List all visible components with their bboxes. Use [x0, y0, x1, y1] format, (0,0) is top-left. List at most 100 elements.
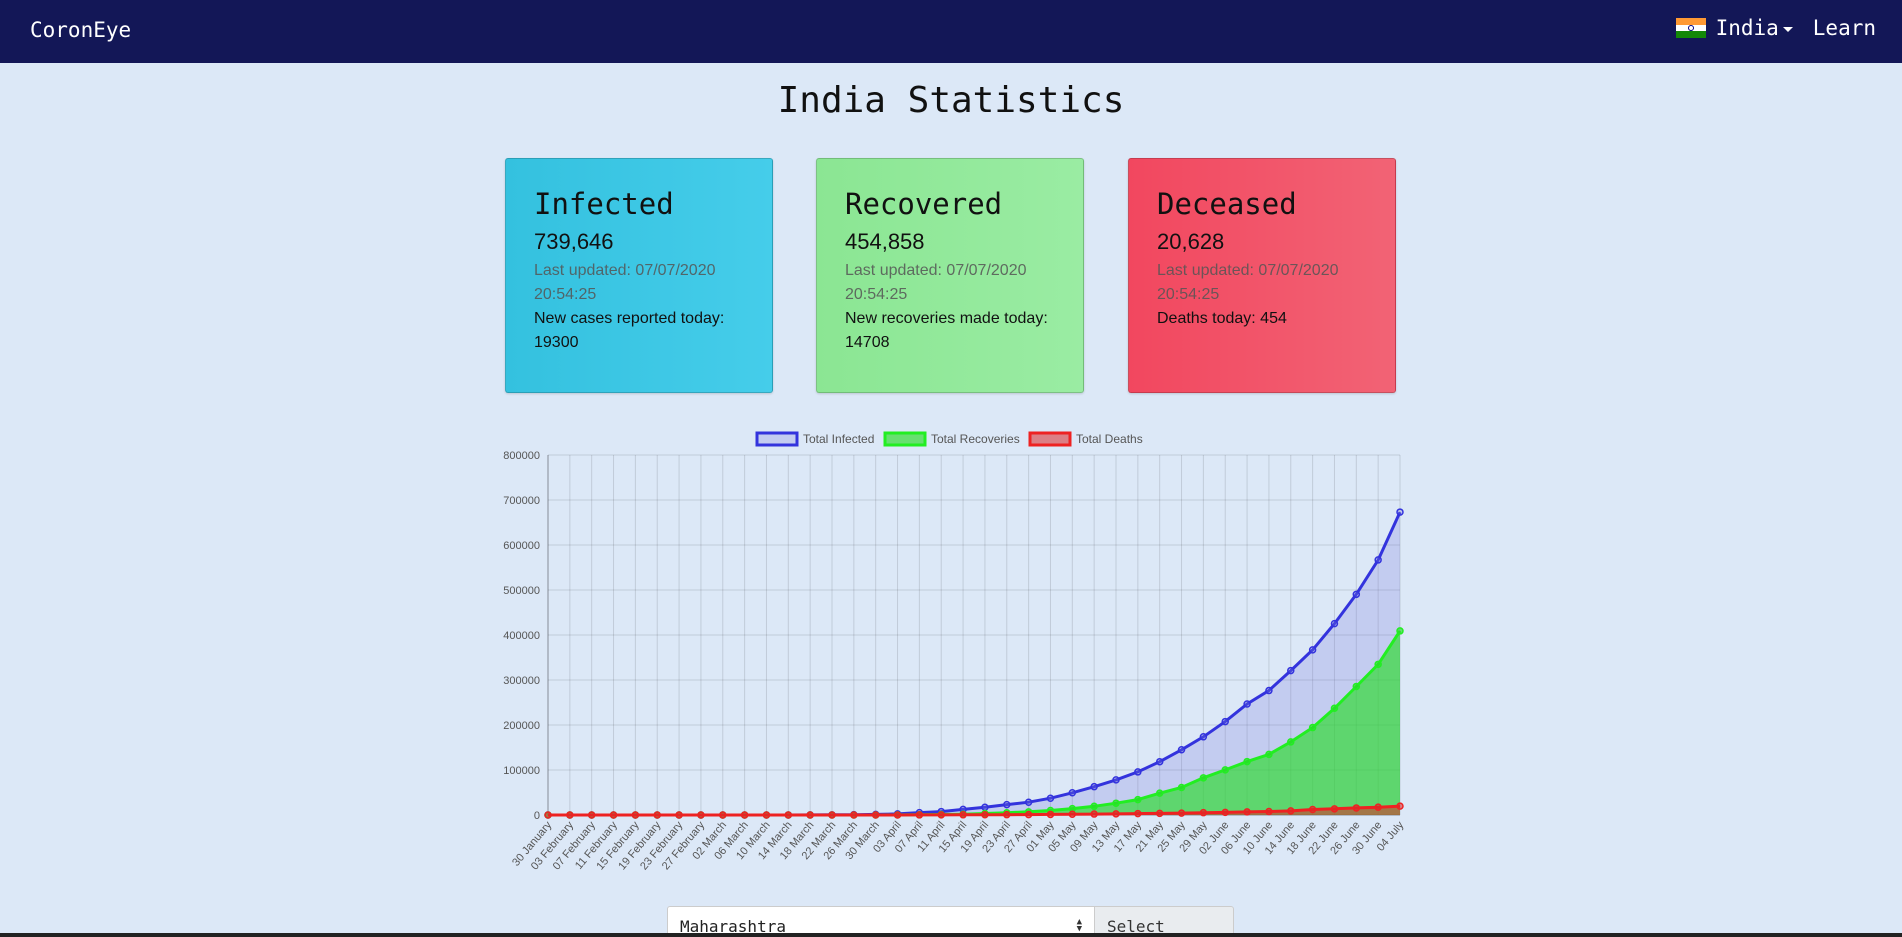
card-title: Recovered [845, 187, 1003, 221]
series-point [1308, 646, 1317, 654]
series-point [653, 811, 661, 819]
series-point [1177, 809, 1186, 817]
series-point [784, 811, 793, 819]
series-point [1199, 733, 1208, 741]
series-point [1155, 789, 1164, 797]
series-point [1090, 782, 1098, 791]
series-point [566, 811, 574, 819]
deceased-card: Deceased 20,628 Last updated: 07/07/2020… [1128, 158, 1396, 393]
series-point [631, 811, 640, 819]
india-flag-icon [1675, 18, 1706, 39]
series-point [981, 803, 989, 811]
series-point [893, 811, 902, 819]
card-count: 20,628 [1157, 229, 1225, 254]
series-point [1287, 738, 1295, 746]
series-point [1243, 757, 1251, 766]
card-count: 454,858 [845, 229, 925, 254]
bottom-bar [0, 933, 1902, 937]
series-point [1024, 810, 1033, 819]
covid-line-chart: 800000 700000 600000 500000 400000 300000 2000… [503, 431, 1407, 872]
series-point [1265, 750, 1273, 759]
series-point [1090, 802, 1098, 811]
state-select-value: Maharashtra [680, 917, 786, 936]
series-point [609, 811, 618, 819]
series-point [1155, 809, 1164, 818]
series-point [1352, 804, 1361, 812]
series-area-1 [548, 630, 1400, 815]
series-point [1112, 776, 1120, 784]
series-point [1287, 666, 1295, 675]
series-point [1177, 783, 1186, 792]
series-point [1265, 686, 1273, 695]
select-arrows-icon: ▲ ▼ [1076, 917, 1082, 934]
y-tick-label: 0 [534, 810, 540, 822]
y-tick-label: 100000 [503, 765, 540, 777]
series-point [1352, 682, 1361, 691]
series-point [828, 811, 836, 819]
state-select[interactable]: Maharashtra ▲ ▼ [667, 906, 1095, 937]
infected-card: Infected 739,646 Last updated: 07/07/202… [505, 158, 773, 393]
series-point [806, 811, 814, 819]
series-point [1396, 802, 1404, 810]
series-point [1112, 810, 1120, 818]
series-point [719, 811, 727, 819]
series-point [1308, 723, 1317, 732]
recovered-card: Recovered 454,858 Last updated: 07/07/20… [816, 158, 1084, 393]
series-point [1221, 717, 1229, 726]
legend-swatch [1028, 431, 1072, 447]
series-point [1243, 700, 1251, 708]
series-point [1330, 805, 1339, 813]
series-point [871, 811, 880, 819]
country-dropdown[interactable]: India [1716, 16, 1793, 40]
y-tick-label: 400000 [503, 630, 540, 642]
caret-down-icon [1782, 26, 1793, 32]
series-point [1352, 590, 1361, 599]
card-today: New cases reported today: 19300 [534, 310, 725, 351]
series-point [1330, 619, 1339, 628]
page-title: India Statistics [777, 80, 1125, 121]
series-point [1396, 508, 1404, 516]
series-point [1003, 810, 1011, 819]
series-point [1046, 794, 1055, 802]
series-point [1068, 789, 1077, 797]
series-point [1243, 808, 1251, 816]
series-point [981, 810, 989, 819]
nav-right: India Learn [1675, 16, 1876, 40]
series-point [587, 811, 596, 819]
series-point [1221, 808, 1229, 817]
legend-swatch [883, 431, 927, 447]
card-title: Infected [534, 187, 674, 221]
series-point [1287, 807, 1295, 815]
legend-label: Total Recoveries [931, 432, 1020, 446]
y-tick-label: 500000 [503, 585, 540, 597]
y-tick-label: 200000 [503, 720, 540, 732]
card-today: Deaths today: 454 [1157, 310, 1287, 327]
card-updated: Last updated: 07/07/2020 20:54:25 [1157, 262, 1339, 303]
series-point [1134, 809, 1142, 818]
series-point [1199, 808, 1208, 817]
learn-link[interactable]: Learn [1812, 16, 1876, 40]
series-point [959, 811, 967, 819]
navbar: CoronEye India Learn [0, 0, 1902, 63]
series-point [1221, 766, 1229, 774]
series-point [1003, 800, 1011, 809]
series-point [1112, 799, 1120, 807]
series-point [850, 811, 858, 819]
series-point [1068, 810, 1077, 818]
y-tick-label: 600000 [503, 540, 540, 552]
series-point [1374, 556, 1382, 564]
series-point [1177, 746, 1186, 754]
card-updated: Last updated: 07/07/2020 20:54:25 [534, 262, 716, 303]
series-point [1308, 805, 1317, 814]
series-point [1396, 627, 1404, 635]
series-point [740, 811, 749, 819]
y-tick-label: 800000 [503, 450, 540, 462]
series-point [762, 811, 771, 819]
brand-logo-link[interactable]: CoronEye [30, 18, 132, 42]
card-updated: Last updated: 07/07/2020 20:54:25 [845, 262, 1027, 303]
legend-label: Total Infected [803, 432, 874, 446]
series-point [915, 811, 924, 819]
legend-label: Total Deaths [1076, 432, 1143, 446]
series-point [675, 811, 683, 819]
series-point [1024, 798, 1033, 806]
